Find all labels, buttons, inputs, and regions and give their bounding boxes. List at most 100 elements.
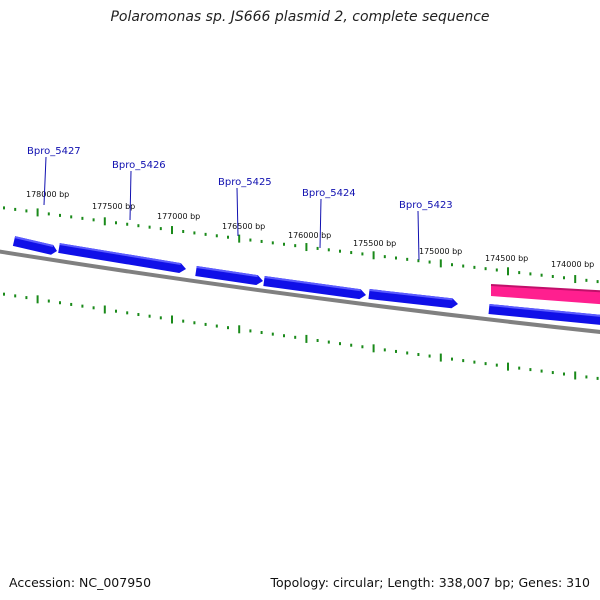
inner-tick-mark [70,302,73,306]
outer-tick-mark [126,222,129,226]
cds-arrow[interactable] [488,304,600,326]
inner-tick-mark [305,334,308,343]
cds-arrow[interactable] [368,289,458,309]
inner-tick-mark [495,363,498,367]
gene-leader-line [319,198,322,249]
inner-tick-mark [59,301,61,305]
gene-label[interactable]: Bpro_5426 [112,160,166,171]
gene-label[interactable]: Bpro_5424 [302,188,356,199]
tick-label: 176000 bp [288,231,331,240]
outer-tick-mark [182,229,185,233]
outer-tick-mark [484,267,487,271]
gene-leader-line [129,170,132,221]
outer-tick-mark [339,249,341,253]
inner-tick-mark [215,324,218,328]
inner-tick-mark [574,371,577,380]
inner-tick-mark [383,348,386,352]
outer-tick-mark [395,256,397,260]
inner-tick-mark [204,322,207,326]
tick-label: 176500 bp [222,222,265,231]
sequence-backbone [0,249,600,334]
inner-tick-mark [115,309,117,313]
outer-tick-mark [574,275,577,284]
outer-tick-mark [103,217,106,226]
inner-tick-mark [294,335,297,339]
inner-tick-mark [171,315,173,324]
outer-tick-mark [518,271,521,275]
inner-tick-mark [428,354,431,358]
outer-tick-mark [36,208,39,217]
gene-label[interactable]: Bpro_5425 [218,177,272,188]
inner-tick-mark [25,296,28,300]
inner-tick-mark [540,369,543,373]
inner-tick-mark [484,362,487,366]
inner-tick-mark [417,353,420,357]
outer-tick-mark [92,218,95,222]
outer-tick-mark [159,227,162,231]
outer-tick-mark [350,251,353,255]
accession-text: Accession: NC_007950 [9,575,152,590]
map-title: Polaromonas sp. JS666 plasmid 2, complet… [110,9,490,25]
inner-tick-mark [473,360,476,364]
cds-arrow[interactable] [58,243,186,273]
outer-tick-mark [294,244,297,248]
inner-tick-mark [361,345,364,349]
inner-tick-mark [137,313,140,317]
outer-tick-mark [327,248,330,252]
outer-tick-mark [529,272,532,276]
outer-tick-mark [3,206,5,210]
inner-tick-mark [3,292,5,296]
inner-tick-mark [47,299,50,303]
outer-tick-mark [305,243,308,252]
cds-arrow[interactable] [12,236,58,255]
tick-label: 178000 bp [26,190,69,199]
outer-tick-mark [47,212,50,216]
inner-tick-mark [406,351,409,355]
outer-tick-mark [596,280,599,284]
rna-feature[interactable] [490,284,600,305]
outer-tick-mark [193,231,196,235]
gene-label[interactable]: Bpro_5427 [27,146,81,157]
outer-tick-mark [585,278,588,282]
outer-tick-mark [428,260,431,264]
outer-tick-mark [495,268,498,272]
outer-tick-mark [171,226,173,235]
outer-tick-mark [271,241,274,245]
outer-tick-mark [540,273,543,277]
outer-tick-mark [383,255,386,259]
inner-tick-mark [316,338,319,342]
outer-tick-mark [563,276,565,280]
tick-labels: 178000 bp 177500 bp 177000 bp 176500 bp 1760… [26,190,594,269]
outer-tick-mark [260,239,263,243]
inner-tick-mark [227,326,229,330]
outer-tick-mark [507,267,509,276]
tick-label: 174500 bp [485,254,528,263]
outer-tick-mark [227,235,229,239]
inner-tick-mark [271,332,274,336]
inner-tick-mark [518,366,521,370]
outer-tick-mark [14,207,17,211]
inner-tick-mark [551,371,554,375]
outer-tick-mark [81,216,84,220]
inner-tick-mark [451,357,453,361]
outer-tick-mark [204,232,207,236]
gene-label[interactable]: Bpro_5423 [399,200,453,211]
outer-tick-mark [70,215,73,219]
outer-tick-mark [137,224,140,228]
tick-label: 175000 bp [419,247,462,256]
inner-tick-mark [260,331,263,335]
gene-leader-line [417,210,420,261]
tick-label: 174000 bp [551,260,594,269]
outer-tick-mark [417,259,420,263]
inner-tick-mark [36,295,39,304]
inner-tick-mark [395,349,397,353]
cds-arrow[interactable] [195,266,263,286]
gene-labels: Bpro_5427 Bpro_5426 Bpro_5425 Bpro_5424 Bpro… [27,146,453,261]
cds-arrow[interactable] [263,276,366,300]
outer-tick-mark [473,265,476,269]
topology-summary: Topology: circular; Length: 338,007 bp; … [270,575,591,590]
inner-tick-mark [283,334,285,338]
outer-tick-mark [238,234,241,243]
gene-leader-line [236,187,239,237]
